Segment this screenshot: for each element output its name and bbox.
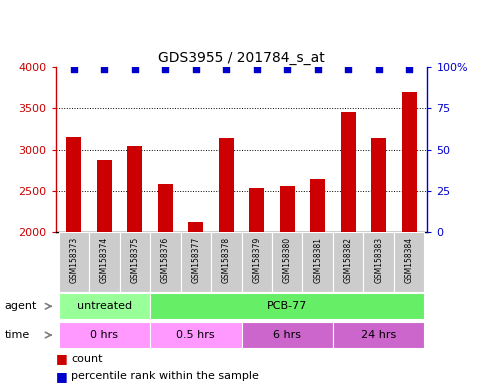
Bar	[401, 92, 417, 232]
Bar	[302, 232, 333, 292]
Text: GSM158373: GSM158373	[70, 237, 78, 283]
Text: GSM158380: GSM158380	[283, 237, 292, 283]
Text: GSM158379: GSM158379	[252, 237, 261, 283]
Bar	[242, 232, 272, 292]
Text: GSM158374: GSM158374	[100, 237, 109, 283]
Bar	[371, 138, 386, 232]
Text: GSM158376: GSM158376	[161, 237, 170, 283]
Bar	[249, 188, 264, 232]
Text: GSM158377: GSM158377	[191, 237, 200, 283]
Bar	[157, 184, 173, 232]
Text: ■: ■	[56, 353, 67, 366]
Text: GSM158375: GSM158375	[130, 237, 139, 283]
Text: GSM158381: GSM158381	[313, 237, 322, 283]
Bar	[219, 138, 234, 232]
Bar	[58, 293, 150, 319]
Bar	[363, 232, 394, 292]
Bar	[120, 232, 150, 292]
Point	[375, 66, 383, 72]
Bar	[150, 322, 242, 348]
Text: ■: ■	[56, 370, 67, 383]
Bar	[280, 186, 295, 232]
Point	[222, 66, 230, 72]
Bar	[89, 232, 120, 292]
Text: 0.5 hrs: 0.5 hrs	[176, 330, 215, 340]
Bar	[333, 232, 363, 292]
Bar	[58, 232, 89, 292]
Text: 24 hrs: 24 hrs	[361, 330, 397, 340]
Bar	[127, 146, 142, 232]
Point	[100, 66, 108, 72]
Point	[70, 66, 78, 72]
Text: 0 hrs: 0 hrs	[90, 330, 118, 340]
Bar	[211, 232, 242, 292]
Point	[192, 66, 199, 72]
Text: GSM158382: GSM158382	[344, 237, 353, 283]
Text: count: count	[71, 354, 103, 364]
Bar	[333, 322, 425, 348]
Point	[344, 66, 352, 72]
Bar	[188, 222, 203, 232]
Bar	[66, 137, 82, 232]
Point	[314, 66, 322, 72]
Text: GSM158378: GSM158378	[222, 237, 231, 283]
Text: GSM158384: GSM158384	[405, 237, 413, 283]
Bar	[181, 232, 211, 292]
Point	[284, 66, 291, 72]
Text: GSM158383: GSM158383	[374, 237, 383, 283]
Text: time: time	[5, 330, 30, 340]
Point	[161, 66, 169, 72]
Bar	[272, 232, 302, 292]
Title: GDS3955 / 201784_s_at: GDS3955 / 201784_s_at	[158, 51, 325, 65]
Text: untreated: untreated	[77, 301, 132, 311]
Point	[253, 66, 261, 72]
Bar	[242, 322, 333, 348]
Bar	[341, 112, 356, 232]
Bar	[310, 179, 326, 232]
Bar	[58, 322, 150, 348]
Bar	[97, 161, 112, 232]
Text: percentile rank within the sample: percentile rank within the sample	[71, 371, 259, 381]
Point	[131, 66, 139, 72]
Bar	[150, 232, 181, 292]
Point	[405, 66, 413, 72]
Text: agent: agent	[5, 301, 37, 311]
Text: 6 hrs: 6 hrs	[273, 330, 301, 340]
Text: PCB-77: PCB-77	[267, 301, 307, 311]
Bar	[394, 232, 425, 292]
Bar	[150, 293, 425, 319]
